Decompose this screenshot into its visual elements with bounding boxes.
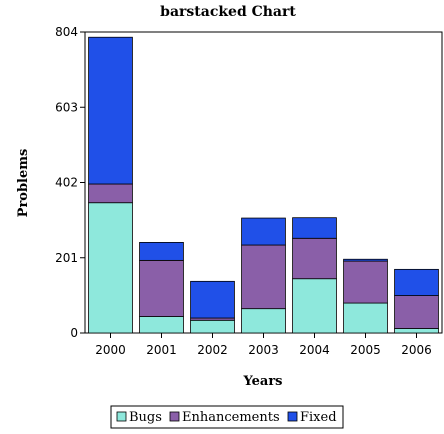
bar-enhancements bbox=[394, 295, 439, 329]
legend-box bbox=[110, 405, 344, 429]
x-tick-label: 2002 bbox=[197, 343, 228, 357]
x-tick-label: 2003 bbox=[248, 343, 279, 357]
bar-bugs bbox=[343, 302, 388, 334]
bar-bugs bbox=[241, 308, 286, 334]
bar-fixed bbox=[190, 280, 235, 319]
legend: Bugs Enhancements Fixed bbox=[110, 405, 344, 429]
bar-enhancements bbox=[292, 237, 337, 280]
x-tick-label: 2004 bbox=[299, 343, 330, 357]
bar-enhancements bbox=[343, 260, 388, 304]
y-tick-label: 201 bbox=[55, 251, 78, 265]
bar-bugs bbox=[139, 316, 184, 334]
bar-bugs bbox=[394, 328, 439, 334]
bar-enhancements bbox=[241, 244, 286, 310]
legend-label: Fixed bbox=[300, 410, 337, 425]
legend-label: Bugs bbox=[129, 410, 162, 425]
bar-fixed bbox=[139, 242, 184, 261]
bar-bugs bbox=[88, 202, 133, 334]
bar-fixed bbox=[241, 217, 286, 246]
x-tick-label: 2005 bbox=[350, 343, 381, 357]
y-tick-label: 402 bbox=[55, 176, 78, 190]
bar-bugs bbox=[292, 278, 337, 334]
legend-swatch bbox=[169, 411, 180, 422]
y-tick-label: 804 bbox=[55, 25, 78, 39]
plot-area: 0 201 402 603 804 2000 2001 2002 2003 2004 2005 200… bbox=[55, 25, 443, 357]
legend-swatch bbox=[287, 411, 298, 422]
y-tick-label: 603 bbox=[55, 100, 78, 114]
bar-fixed bbox=[88, 36, 133, 185]
x-tick-label: 2006 bbox=[401, 343, 432, 357]
y-axis-label: Problems bbox=[16, 149, 31, 218]
bar-enhancements bbox=[88, 183, 133, 204]
bar-fixed bbox=[394, 268, 439, 296]
legend-label: Enhancements bbox=[182, 410, 280, 425]
bar-enhancements bbox=[139, 259, 184, 317]
chart-title: barstacked Chart bbox=[160, 4, 296, 20]
x-tick-label: 2000 bbox=[95, 343, 126, 357]
bar-fixed bbox=[292, 217, 337, 239]
y-tick-label: 0 bbox=[70, 326, 78, 340]
legend-swatch bbox=[116, 411, 127, 422]
bar-bugs bbox=[190, 319, 235, 334]
bar-fixed bbox=[343, 258, 388, 262]
x-tick-label: 2001 bbox=[146, 343, 177, 357]
x-axis-label: Years bbox=[242, 374, 282, 389]
